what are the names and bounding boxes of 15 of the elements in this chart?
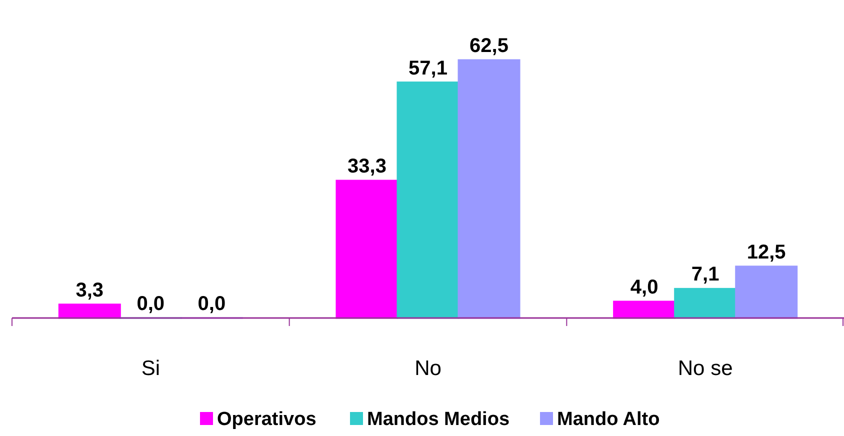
legend-label: Mando Alto [557, 409, 660, 430]
data-label: 57,1 [408, 57, 448, 80]
data-label: 62,5 [470, 35, 508, 57]
x-tick-label: No se [678, 357, 733, 380]
x-tick-label: Si [141, 357, 160, 380]
data-label: 0,0 [136, 293, 165, 315]
legend-label: Operativos [217, 409, 316, 430]
data-label: 4,0 [630, 276, 658, 298]
data-label: 33,3 [348, 156, 386, 178]
x-tick-label: No [414, 357, 442, 380]
data-label: 7,1 [691, 264, 720, 286]
data-label: 0,0 [198, 293, 226, 315]
legend-label: Mandos Medios [367, 409, 510, 430]
data-label: 3,3 [76, 279, 104, 302]
data-label: 12,5 [746, 241, 786, 264]
